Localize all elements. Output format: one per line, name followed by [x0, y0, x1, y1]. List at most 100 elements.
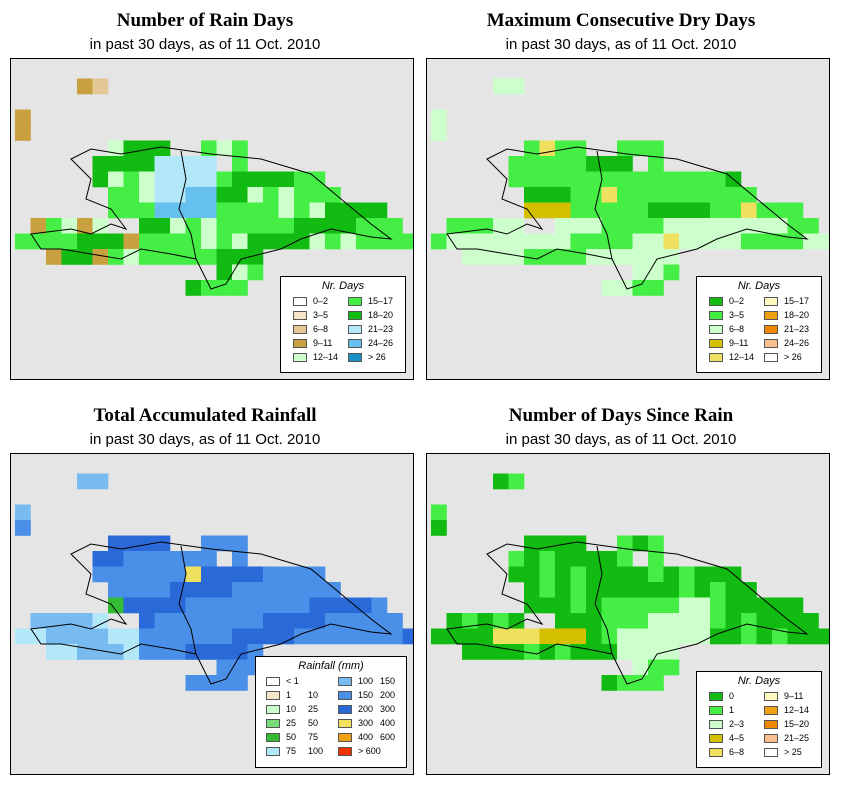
legend-swatch [338, 691, 352, 700]
grid-cell [431, 504, 447, 521]
grid-cell [294, 582, 310, 598]
grid-cell [539, 628, 556, 645]
grid-cell [803, 218, 819, 234]
grid-cell [508, 218, 525, 234]
grid-cell [586, 171, 602, 188]
grid-cell [170, 597, 186, 614]
grid-cell [170, 644, 186, 660]
grid-cell [325, 628, 341, 645]
legend-label-low: 75 [286, 746, 297, 756]
grid-cell [201, 187, 217, 203]
grid-cell [632, 582, 649, 598]
grid-cell [232, 171, 248, 188]
legend: Rainfall (mm) < 1 1 10 10 25 25 50 50 75 75 100 100… [255, 656, 407, 768]
grid-cell [555, 171, 571, 188]
grid-cell [787, 613, 804, 629]
grid-cell [663, 613, 680, 629]
grid-cell [77, 249, 93, 265]
grid-cell [46, 613, 62, 629]
legend-swatch [709, 692, 723, 701]
grid-cell [570, 187, 587, 203]
grid-cell [15, 125, 31, 141]
grid-cell [154, 218, 171, 234]
legend-swatch [338, 719, 352, 728]
legend-label: 15–17 [784, 296, 810, 306]
grid-cell [232, 202, 248, 219]
grid-cell [725, 628, 742, 645]
grid-cell [431, 628, 447, 645]
grid-cell [586, 644, 602, 660]
grid-cell [555, 582, 571, 598]
grid-cell [725, 582, 742, 598]
legend-swatch [709, 311, 723, 320]
grid-cell [524, 628, 540, 645]
grid-cell [446, 613, 463, 629]
legend-label: 2–3 [729, 719, 745, 729]
grid-cell [325, 202, 341, 219]
grid-cell [232, 249, 248, 265]
grid-cell [216, 264, 233, 281]
grid-cell [216, 187, 233, 203]
legend-swatch [709, 297, 723, 306]
grid-cell [586, 613, 602, 629]
grid-cell [185, 156, 202, 172]
legend-swatch [266, 733, 280, 742]
grid-cell [356, 233, 372, 250]
grid-cell [216, 233, 233, 250]
grid-cell [570, 140, 587, 157]
legend-swatch [266, 719, 280, 728]
grid-cell [477, 613, 494, 629]
legend-swatch [709, 325, 723, 334]
grid-cell [477, 628, 494, 645]
grid-cell [679, 218, 695, 234]
grid-cell [232, 613, 248, 629]
grid-cell [185, 202, 202, 219]
panel-title: Maximum Consecutive Dry Days [486, 10, 756, 31]
legend-label-low: 400 [358, 732, 374, 742]
legend-label-low: 25 [286, 718, 297, 728]
grid-cell [586, 566, 602, 583]
grid-cell [61, 249, 78, 265]
legend-swatch [764, 325, 778, 334]
grid-cell [371, 597, 388, 614]
grid-cell [710, 566, 726, 583]
legend-swatch [293, 339, 307, 348]
legend-title: Nr. Days [737, 675, 781, 687]
grid-cell [154, 597, 171, 614]
grid-cell [524, 187, 540, 203]
grid-cell [601, 218, 618, 234]
grid-cell [508, 171, 525, 188]
grid-cell [508, 644, 525, 660]
grid-cell [201, 675, 217, 691]
grid-cell [108, 566, 124, 583]
legend-label: 18–20 [368, 310, 394, 320]
grid-cell [710, 613, 726, 629]
legend-swatch [709, 353, 723, 362]
grid-cell [493, 78, 509, 95]
grid-cell [46, 249, 62, 265]
grid-cell [539, 187, 556, 203]
grid-cell [524, 582, 540, 598]
grid-cell [356, 613, 372, 629]
grid-cell [725, 202, 742, 219]
legend-swatch [293, 325, 307, 334]
grid-cell [679, 613, 695, 629]
grid-cell [278, 597, 295, 614]
grid-cell [340, 628, 357, 645]
grid-cell [555, 202, 571, 219]
grid-cell [92, 644, 109, 660]
grid-cell [632, 187, 649, 203]
grid-cell [371, 233, 388, 250]
grid-cell [601, 566, 618, 583]
grid-cell [524, 566, 540, 583]
grid-cell [139, 249, 155, 265]
grid-cell [232, 156, 248, 172]
legend-label: 6–8 [313, 324, 329, 334]
panel-subtitle: in past 30 days, as of 11 Oct. 2010 [505, 431, 737, 448]
legend: Nr. Days 0–2 3–5 6–8 9–11 12–14 15–17 18–20 21–… [696, 276, 822, 373]
grid-cell [648, 628, 664, 645]
grid-cell [154, 202, 171, 219]
grid-cell [139, 233, 155, 250]
grid-cell [508, 156, 525, 172]
grid-cell [139, 597, 155, 614]
